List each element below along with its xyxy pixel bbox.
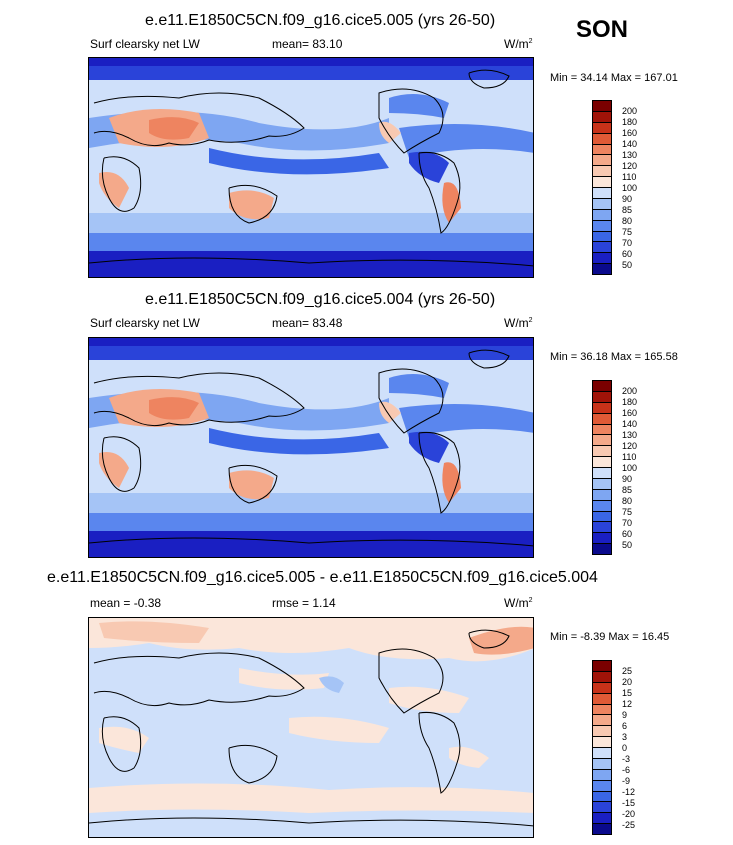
panel-3-colorbar-label: 6 bbox=[622, 721, 628, 731]
panel-3-colorbar-label: -6 bbox=[622, 765, 631, 775]
panel-3-colorbar-label: -15 bbox=[622, 798, 636, 808]
panel-1-colorbar-label: 180 bbox=[622, 117, 638, 127]
panel-2-colorbar-label: 90 bbox=[622, 474, 633, 484]
panel-1-map bbox=[88, 57, 534, 278]
panel-2-colorbar-label: 100 bbox=[622, 463, 638, 473]
panel-2-colorbar-label: 110 bbox=[622, 452, 637, 462]
panel-3-colorbar-label: -9 bbox=[622, 776, 631, 786]
panel-2-mean-label: mean= 83.48 bbox=[272, 316, 343, 330]
panel-2-colorbar-label: 130 bbox=[622, 430, 638, 440]
panel-3-colorbar-label: -25 bbox=[622, 820, 636, 830]
panel-1-colorbar-label: 100 bbox=[622, 183, 638, 193]
panel-3-colorbar-label: 25 bbox=[622, 666, 633, 676]
panel-1-colorbar-label: 50 bbox=[622, 260, 633, 270]
panel-2-colorbar-label: 60 bbox=[622, 529, 633, 539]
panel-1-units: W/m2 bbox=[504, 37, 533, 51]
panel-3-colorbar-label: -12 bbox=[622, 787, 636, 797]
panel-2-colorbar-label: 200 bbox=[622, 386, 638, 396]
panel-3-map-plot bbox=[89, 618, 533, 837]
panel-2-colorbar-label: 50 bbox=[622, 540, 633, 550]
season-label: SON bbox=[576, 16, 629, 43]
panel-3-colorbar-label: 12 bbox=[622, 699, 633, 709]
panel-2-map bbox=[88, 337, 534, 558]
panel-1-title: e.e11.E1850C5CN.f09_g16.cice5.005 (yrs 2… bbox=[145, 12, 496, 29]
panel-1-colorbar-label: 70 bbox=[622, 238, 633, 248]
panel-2-colorbar-label: 120 bbox=[622, 441, 638, 451]
panel-3-rmse-label: rmse = 1.14 bbox=[272, 596, 336, 610]
panel-3-colorbar-label: 15 bbox=[622, 688, 633, 698]
panel-2-colorbar-label: 70 bbox=[622, 518, 633, 528]
panel-3-colorbar-label: 3 bbox=[622, 732, 628, 742]
panel-2-colorbar bbox=[592, 380, 612, 555]
panel-3-units: W/m2 bbox=[504, 596, 533, 610]
panel-2-variable-label: Surf clearsky net LW bbox=[90, 316, 200, 330]
panel-3-colorbar bbox=[592, 660, 612, 835]
panel-3-map bbox=[88, 617, 534, 838]
panel-3-colorbar-label: -20 bbox=[622, 809, 636, 819]
panel-1-colorbar bbox=[592, 100, 612, 275]
panel-1-colorbar-label: 200 bbox=[622, 106, 638, 116]
panel-1-variable-label: Surf clearsky net LW bbox=[90, 37, 200, 51]
panel-1-colorbar-label: 160 bbox=[622, 128, 638, 138]
panel-2-colorbar-label: 80 bbox=[622, 496, 633, 506]
panel-3-minmax: Min = -8.39 Max = 16.45 bbox=[550, 631, 670, 643]
panel-2-colorbar-label: 180 bbox=[622, 397, 638, 407]
panel-1-colorbar-label: 60 bbox=[622, 249, 633, 259]
panel-1-colorbar-label: 140 bbox=[622, 139, 638, 149]
panel-1-colorbar-label: 90 bbox=[622, 194, 633, 204]
panel-1-colorbar-label: 110 bbox=[622, 172, 637, 182]
panel-1-minmax: Min = 34.14 Max = 167.01 bbox=[550, 72, 678, 84]
panel-2-colorbar-label: 140 bbox=[622, 419, 638, 429]
panel-2-units: W/m2 bbox=[504, 316, 533, 330]
panel-1-mean-label: mean= 83.10 bbox=[272, 37, 343, 51]
panel-1-colorbar-label: 80 bbox=[622, 216, 633, 226]
panel-3-mean-label: mean = -0.38 bbox=[90, 596, 162, 610]
panel-2-title: e.e11.E1850C5CN.f09_g16.cice5.004 (yrs 2… bbox=[145, 291, 496, 308]
panel-3-colorbar-label: 9 bbox=[622, 710, 628, 720]
panel-1-colorbar-label: 75 bbox=[622, 227, 633, 237]
panel-3-colorbar-label: 20 bbox=[622, 677, 633, 687]
panel-2-colorbar-label: 160 bbox=[622, 408, 638, 418]
panel-1-colorbar-label: 85 bbox=[622, 205, 633, 215]
panel-3-title: e.e11.E1850C5CN.f09_g16.cice5.005 - e.e1… bbox=[47, 569, 598, 586]
panel-3-colorbar-label: -3 bbox=[622, 754, 631, 764]
panel-2-colorbar-label: 85 bbox=[622, 485, 633, 495]
panel-2-map-plot bbox=[89, 338, 533, 557]
panel-1-colorbar-label: 130 bbox=[622, 150, 638, 160]
panel-2-minmax: Min = 36.18 Max = 165.58 bbox=[550, 351, 678, 363]
panel-1-map-plot bbox=[89, 58, 533, 277]
panel-3-colorbar-label: 0 bbox=[622, 743, 628, 753]
panel-2-colorbar-label: 75 bbox=[622, 507, 633, 517]
panel-1-colorbar-label: 120 bbox=[622, 161, 638, 171]
